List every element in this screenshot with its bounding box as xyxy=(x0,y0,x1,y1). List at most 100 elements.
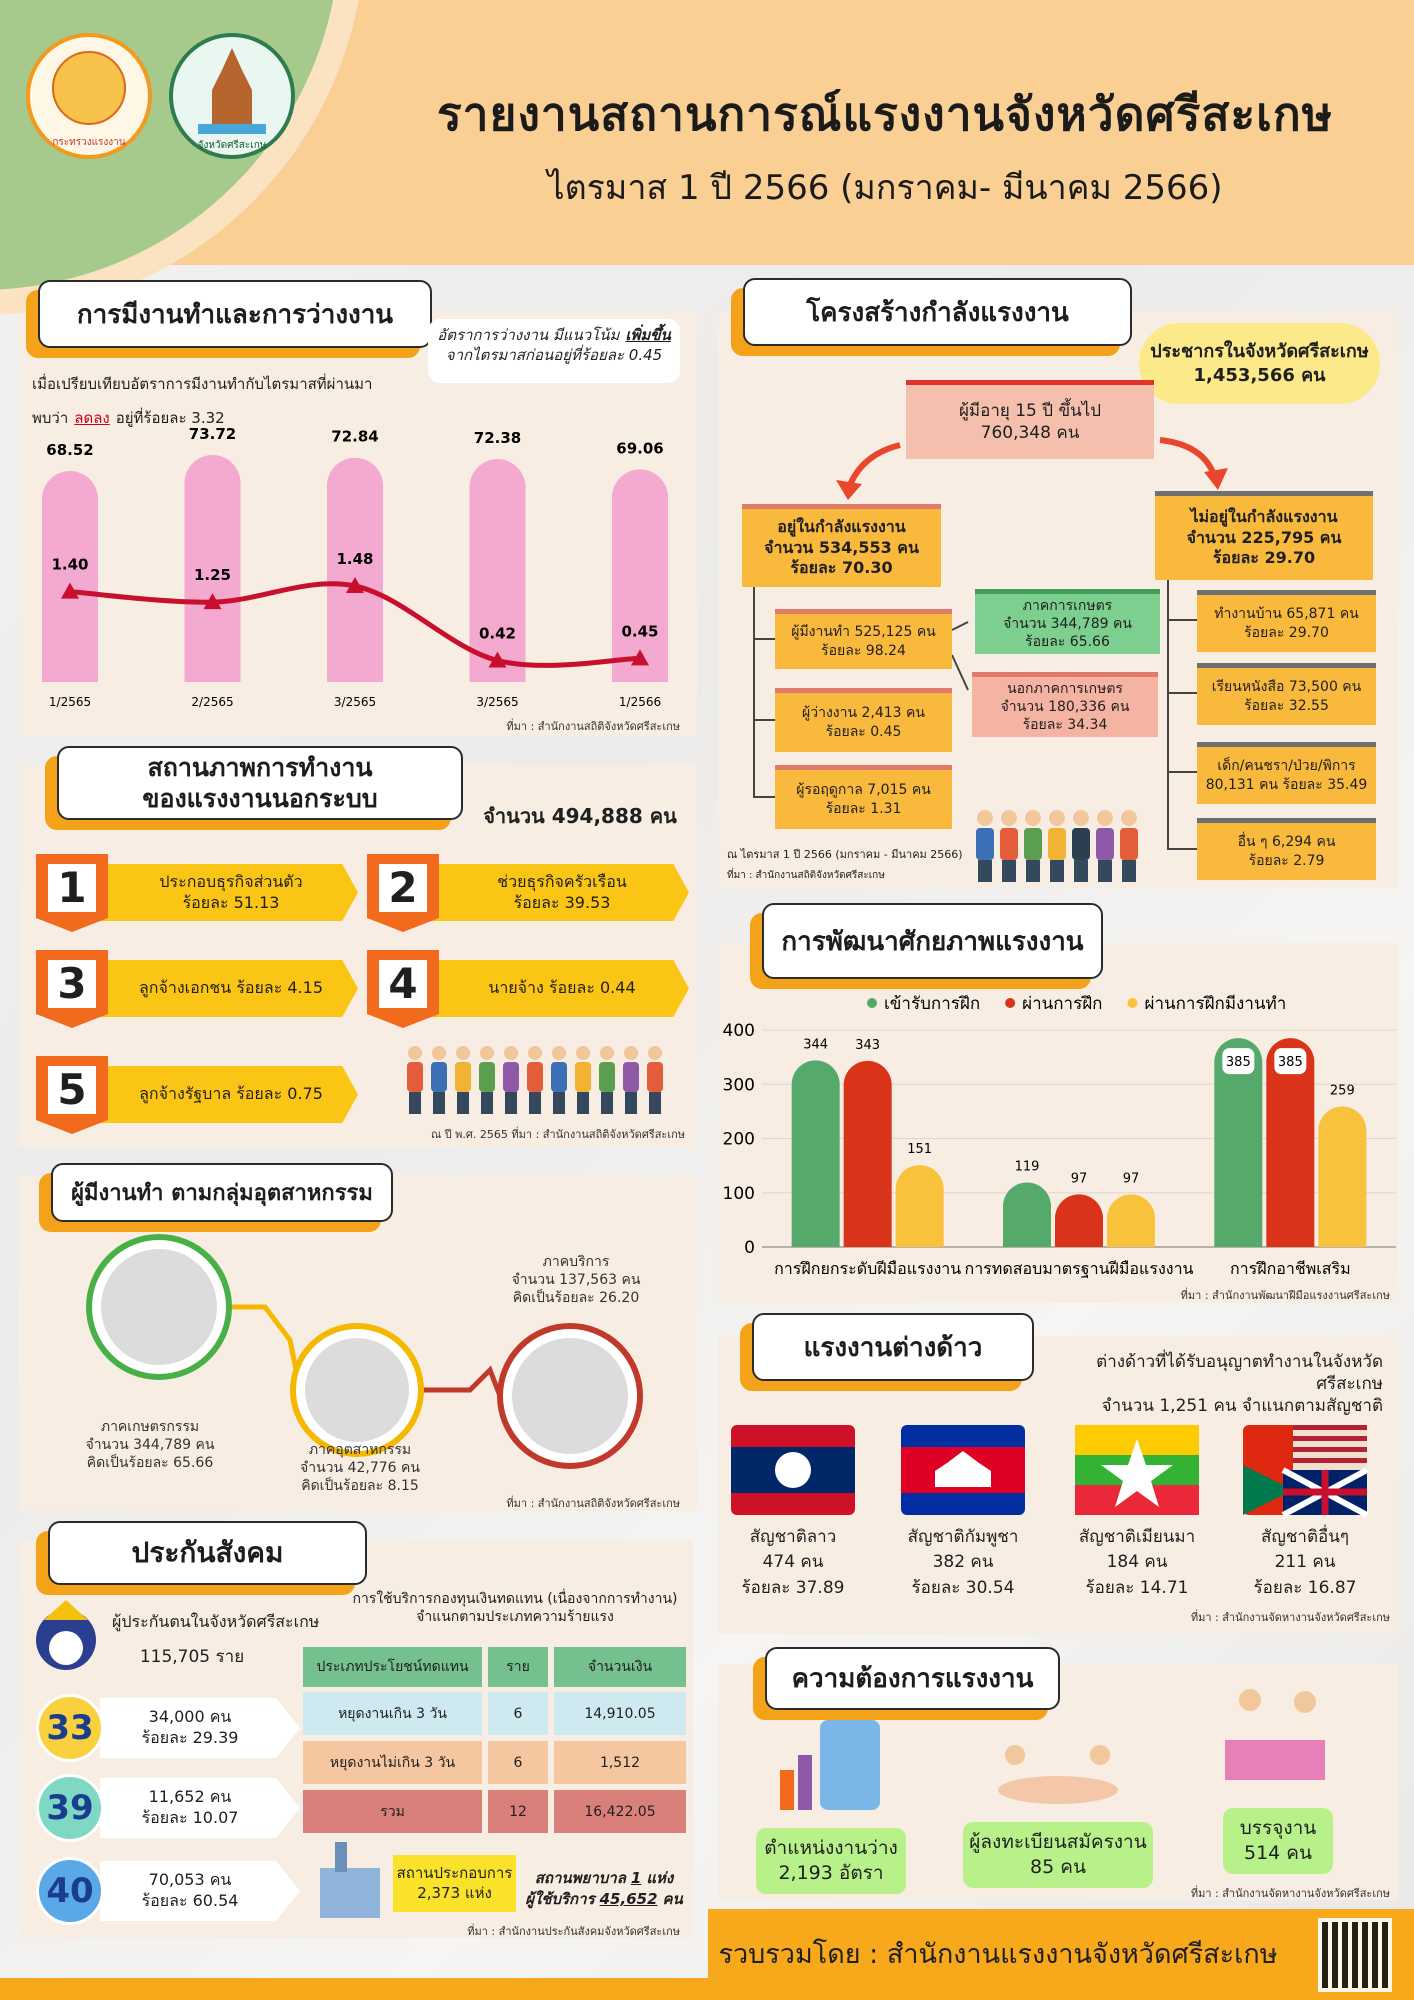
seasonal-box-line: ผู้รอฤดูกาล 7,015 คน xyxy=(796,782,931,799)
nation-label-line: สัญชาติอื่นๆ xyxy=(1261,1526,1349,1547)
chart-illustration xyxy=(798,1755,812,1810)
hospital-line: ผู้ใช้บริการ 45,652 คน xyxy=(516,1889,692,1910)
employment-intro-emphasis: ลดลง xyxy=(74,409,110,427)
industry-label-line: คิดเป็นร้อยละ 26.20 xyxy=(512,1290,640,1307)
x-tick-label: 1/2566 xyxy=(619,695,661,709)
y-tick-label: 100 xyxy=(723,1184,755,1204)
structure-note: ณ ไตรมาส 1 ปี 2566 (มกราคม - มีนาคม 2566… xyxy=(727,848,963,861)
flag-others xyxy=(1293,1425,1367,1430)
employed-box-line: ผู้มีงานทำ 525,125 คน xyxy=(791,624,936,641)
informal-total: จำนวน 494,888 คน xyxy=(483,804,677,828)
informal-number: 4 xyxy=(379,960,427,1008)
section-tag xyxy=(100,1698,300,1758)
in-labor-box-line: ร้อยละ 70.30 xyxy=(790,558,893,578)
informal-ribbon-bg xyxy=(96,960,358,1017)
employment-intro-lead: พบว่า xyxy=(32,409,69,427)
logo-province-temple xyxy=(212,48,252,130)
seasonal-box-line: ร้อยละ 1.31 xyxy=(825,800,902,817)
legend-marker xyxy=(1127,998,1138,1008)
unemployment-marker xyxy=(203,593,222,610)
not-in-item: อื่น ๆ 6,294 คน ร้อยละ 2.79 xyxy=(1197,818,1376,880)
employment-bar-label: 68.52 xyxy=(46,441,93,459)
people-illustration xyxy=(527,1062,543,1092)
y-tick-label: 0 xyxy=(744,1238,755,1258)
people-illustration xyxy=(407,1062,423,1092)
employment-note-line: อัตราการว่างงาน มีแนวโน้ม เพิ่มขึ้น xyxy=(428,325,680,345)
insured-label: ผู้ประกันตนในจังหวัดศรีสะเกษ xyxy=(112,1612,320,1631)
industry-label-line: จำนวน 137,563 คน xyxy=(511,1271,641,1288)
demand-item: ตำแหน่งงานว่าง 2,193 อัตรา xyxy=(756,1828,906,1894)
people-illustration xyxy=(1000,828,1018,860)
nation-label-line: สัญชาติกัมพูชา xyxy=(907,1526,1019,1547)
training-bar xyxy=(1107,1194,1155,1247)
industry-label: ภาคอุตสาหกรรม จำนวน 42,776 คน คิดเป็นร้อยล… xyxy=(250,1433,470,1503)
arrow-head xyxy=(836,480,862,500)
employment-bar xyxy=(612,469,668,682)
people-illustration xyxy=(1005,1745,1025,1765)
demand-item-line: ตำแหน่งงานว่าง xyxy=(764,1837,898,1860)
unemployment-label: 1.48 xyxy=(336,550,373,568)
nation-label-line: 382 คน xyxy=(932,1552,994,1573)
employment-bar xyxy=(469,459,526,682)
age15-box: ผู้มีอายุ 15 ปี ขึ้นไป 760,348 คน xyxy=(906,380,1154,459)
section-tag xyxy=(100,1778,300,1838)
x-tick-label: 2/2565 xyxy=(191,695,233,709)
people-illustration xyxy=(455,1062,471,1092)
people-illustration xyxy=(1074,860,1088,882)
hospital-users_label: ผู้ใช้บริการ xyxy=(525,1890,595,1908)
population-line: 1,453,566 คน xyxy=(1193,364,1326,386)
x-tick-label: 1/2565 xyxy=(49,695,91,709)
not-in-item-line: ทำงานบ้าน 65,871 คน xyxy=(1214,606,1359,623)
unemployment-label: 1.40 xyxy=(51,556,88,574)
people-illustration xyxy=(1048,828,1066,860)
agri-box: ภาคการเกษตร จำนวน 344,789 คน ร้อยละ 65.66 xyxy=(975,589,1160,654)
not-in-item: เรียนหนังสือ 73,500 คน ร้อยละ 32.55 xyxy=(1197,663,1376,725)
people-illustration xyxy=(601,1092,613,1114)
agri-box-line: ภาคการเกษตร xyxy=(1022,597,1113,614)
nation-label-line: ร้อยละ 30.54 xyxy=(911,1577,1015,1598)
people-illustration xyxy=(1025,810,1041,826)
people-illustration xyxy=(647,1062,663,1092)
hospital-line: สถานพยาบาล 1 แห่ง xyxy=(516,1868,692,1889)
informal-note: ณ ปี พ.ศ. 2565 ที่มา : สำนักงานสถิติจังห… xyxy=(431,1128,685,1141)
people-illustration xyxy=(504,1046,518,1060)
hospital-users: 45,652 xyxy=(599,1890,658,1908)
demand-item: ผู้ลงทะเบียนสมัครงาน 85 คน xyxy=(963,1822,1153,1888)
informal-title-line: สถานภาพการทำงาน xyxy=(147,752,373,782)
table-header-cell: จำนวนเงิน xyxy=(554,1647,686,1687)
non-agri-box: นอกภาคการเกษตร จำนวน 180,336 คน ร้อยละ 34.… xyxy=(972,672,1158,737)
nation-label: สัญชาติเมียนมา 184 คน ร้อยละ 14.71 xyxy=(1045,1521,1229,1605)
qr-code xyxy=(1318,1918,1392,1992)
not-in-item-line: ร้อยละ 32.55 xyxy=(1244,697,1329,714)
people-illustration xyxy=(551,1062,567,1092)
population: ประชากรในจังหวัดศรีสะเกษ 1,453,566 คน xyxy=(1139,323,1380,404)
informal-number: 5 xyxy=(48,1066,96,1114)
industry-label: ภาคบริการ จำนวน 137,563 คน คิดเป็นร้อยละ 2… xyxy=(466,1245,686,1315)
structure-title: โครงสร้างกำลังแรงงาน xyxy=(743,278,1132,346)
informal-title-line: ของแรงงานนอกระบบ xyxy=(142,784,378,813)
informal-title: สถานภาพการทำงาน ของแรงงานนอกระบบ xyxy=(57,746,463,820)
training-bar-label: 151 xyxy=(907,1142,932,1157)
unemployed-box-line: ร้อยละ 0.45 xyxy=(825,723,902,740)
not-in-labor-box-line: ไม่อยู่ในกำลังแรงงาน xyxy=(1190,506,1338,526)
employment-title: การมีงานทำและการว่างงาน xyxy=(38,280,432,348)
unemployment-marker xyxy=(488,651,507,668)
connector xyxy=(951,654,969,691)
people-illustration xyxy=(576,1046,590,1060)
informal-ribbon-text: ลูกจ้างรัฐบาล ร้อยละ 0.75 xyxy=(116,1066,346,1123)
in-labor-box-line: อยู่ในกำลังแรงงาน xyxy=(777,516,906,536)
employment-source: ที่มา : สำนักงานสถิติจังหวัดศรีสะเกษ xyxy=(506,720,680,733)
industry-source: ที่มา : สำนักงานสถิติจังหวัดศรีสะเกษ xyxy=(506,1497,680,1510)
demand-item: บรรจุงาน 514 คน xyxy=(1223,1808,1333,1874)
employment-bar-label: 72.84 xyxy=(331,428,378,446)
nation-label-line: ร้อยละ 37.89 xyxy=(741,1577,845,1598)
table-cell: 12 xyxy=(488,1790,548,1833)
not-in-labor-box-line: จำนวน 225,795 คน xyxy=(1186,527,1342,547)
people-illustration xyxy=(479,1062,495,1092)
informal-ribbon-text-line: ร้อยละ 39.53 xyxy=(513,892,611,912)
x-tick-label: 3/2565 xyxy=(476,695,518,709)
seasonal-box: ผู้รอฤดูกาล 7,015 คน ร้อยละ 1.31 xyxy=(775,765,952,829)
people-illustration xyxy=(1121,810,1137,826)
people-illustration xyxy=(432,1046,446,1060)
training-bar xyxy=(1003,1182,1051,1247)
